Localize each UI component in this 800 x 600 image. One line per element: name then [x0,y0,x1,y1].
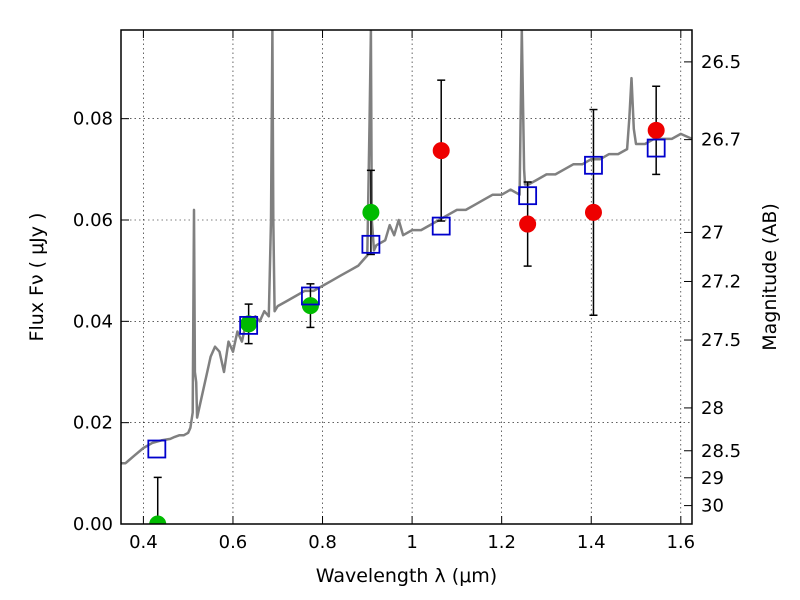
x-tick-label: 1.6 [666,532,695,553]
y-axis-label: Flux Fν ( μJy ) [26,213,48,342]
y-tick-label: 0.04 [73,311,113,332]
y-tick-label: 0.06 [73,210,113,231]
model-point [147,439,167,459]
photometry-point [432,142,450,160]
model-point [646,138,666,158]
photometry-point [584,203,602,221]
axes: 0.4 0.6 0.8 1 1.2 1.4 1.6 0.00 0.02 0.04 0.06 0.08 2… [73,30,741,553]
model-point [431,216,451,236]
photometry-point [240,315,258,333]
x-tick-label: 1.2 [487,532,516,553]
photometry-point [362,203,380,221]
model-point [518,186,538,206]
mag-tick-label: 27 [701,222,724,243]
model-point [239,315,259,335]
model-point [301,286,320,306]
x-axis-label: Wavelength λ (μm) [316,565,497,587]
y-tick-label: 0.08 [73,109,113,130]
mag-tick-label: 28.5 [701,441,741,462]
mag-tick-label: 26.5 [701,52,741,73]
photometry-point [149,515,167,524]
photometry-point [647,121,665,139]
x-tick-label: 0.6 [219,532,248,553]
y-tick-label: 0.00 [73,514,113,535]
x-tick-label: 0.8 [308,532,337,553]
mag-tick-label: 26.7 [701,130,741,151]
mag-tick-label: 29 [701,468,724,489]
mag-tick-label: 27.5 [701,330,741,351]
plot-frame [120,29,693,525]
y-tick-label: 0.02 [73,413,113,434]
photometry-point [301,297,319,315]
x-tick-label: 1.4 [577,532,606,553]
model-point [361,234,381,254]
plot-area [121,30,692,524]
grid [121,30,692,525]
mag-tick-label: 27.2 [701,271,741,292]
mag-tick-label: 28 [701,398,724,419]
model-point [584,155,603,175]
magnitude-axis-label: Magnitude (AB) [759,203,781,351]
x-tick-label: 1 [406,532,417,553]
x-tick-label: 0.4 [129,532,158,553]
mag-tick-label: 30 [701,496,724,517]
photometry-point [519,215,537,233]
spectrum-line [121,30,692,465]
